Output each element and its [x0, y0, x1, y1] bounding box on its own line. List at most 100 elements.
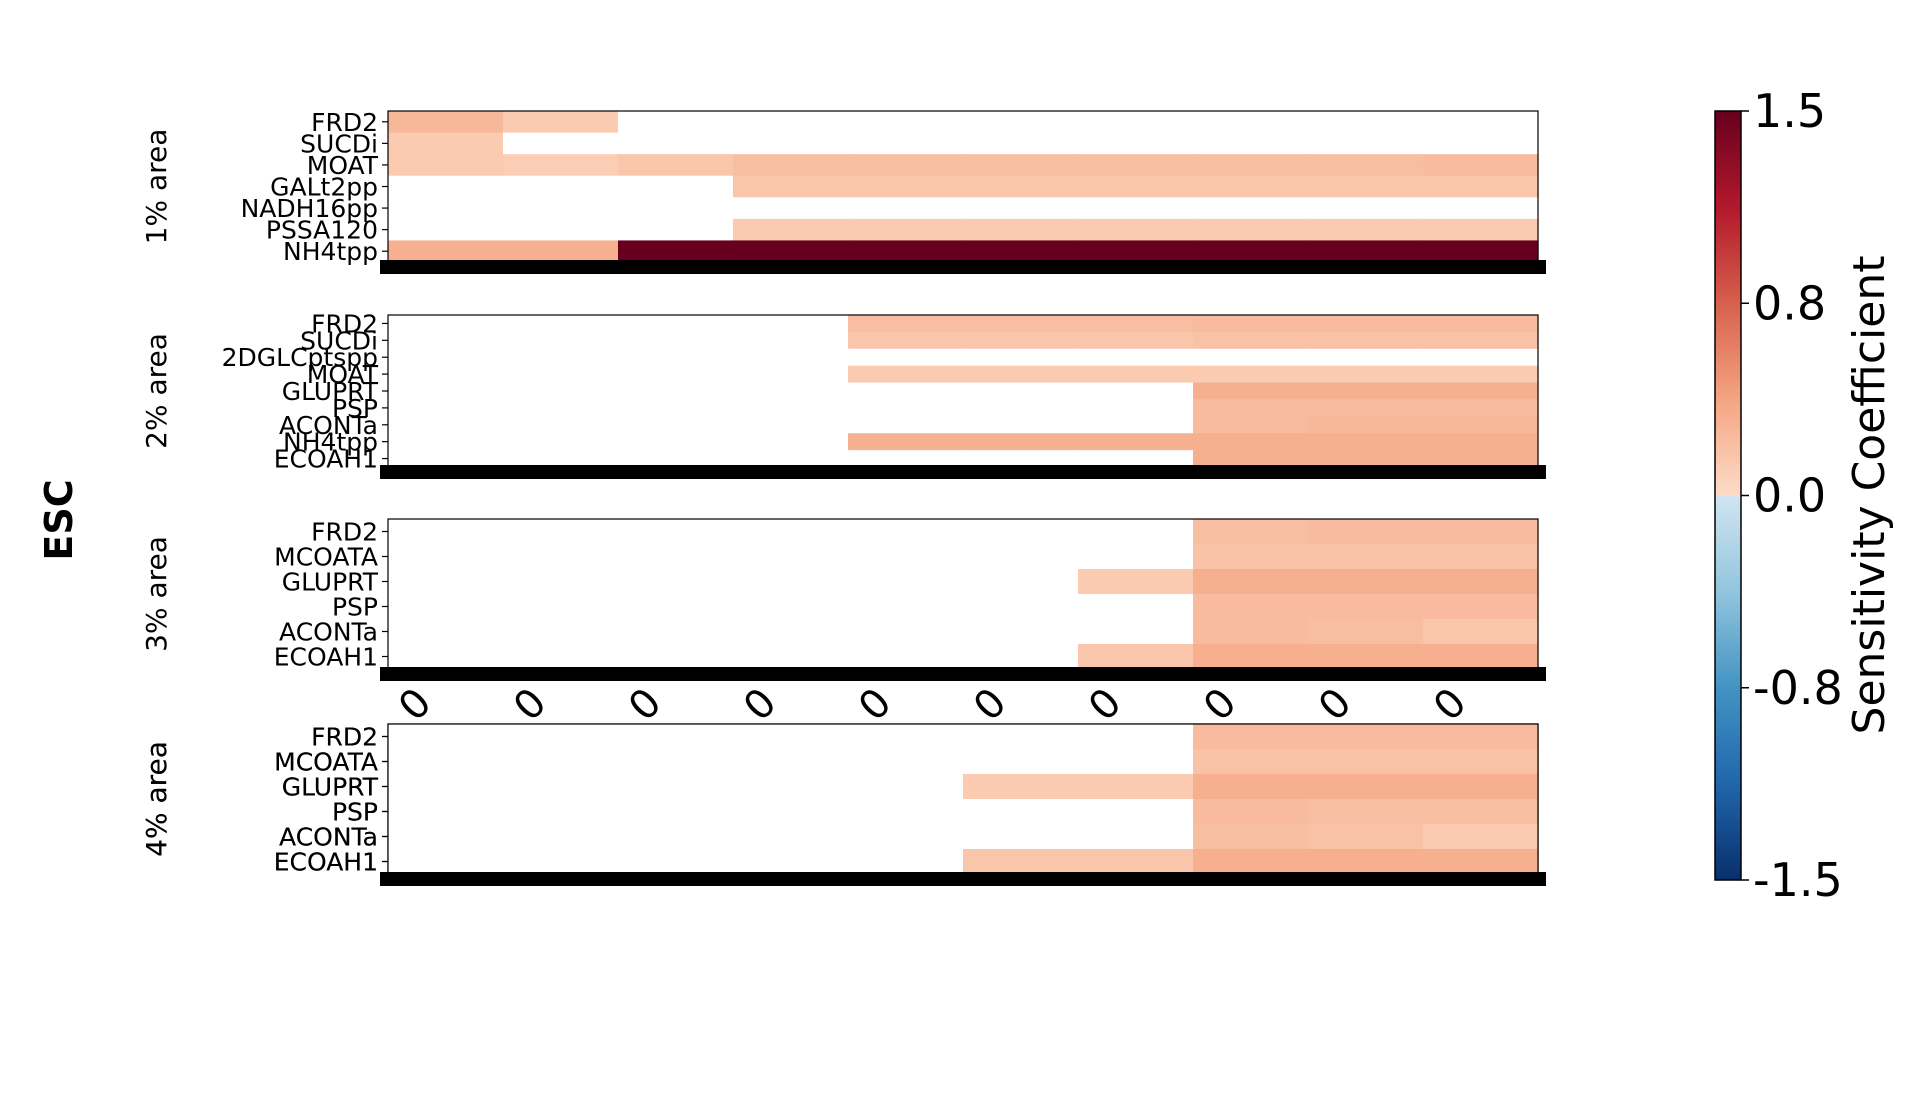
heatmap-cell: [618, 569, 734, 595]
heatmap-cell: [388, 132, 504, 155]
heatmap-cell: [618, 197, 734, 220]
heatmap-cell: [618, 416, 734, 434]
heatmap-cell: [1308, 799, 1424, 825]
y-tick-label: GLUPRT: [282, 773, 379, 802]
heatmap-cell: [388, 399, 504, 417]
heatmap-cell: [1193, 348, 1309, 367]
heatmap-cell: [733, 433, 849, 451]
heatmap-cell: [1193, 644, 1309, 670]
y-tick-label: PSSA120: [266, 216, 378, 245]
heatmap-cell: [733, 348, 849, 367]
heatmap-cell: [1193, 111, 1309, 134]
heatmap-cell: [503, 433, 619, 451]
heatmap-cell: [848, 197, 964, 220]
y-tick-label: GLUPRT: [282, 568, 379, 597]
heatmap-cell: [503, 348, 619, 367]
heatmap-cell: [1193, 175, 1309, 198]
heatmap-cell: [848, 519, 964, 545]
heatmap-cell: [388, 218, 504, 242]
heatmap-cell: [503, 824, 619, 850]
heatmap-cell: [848, 111, 964, 134]
heatmap-cell: [1193, 218, 1309, 242]
x-tick-label: 0: [390, 680, 441, 731]
heatmap-cell: [503, 240, 619, 263]
heatmap-cell: [848, 399, 964, 417]
y-tick-label: ECOAH1: [274, 445, 378, 474]
panel-bottom-bar: [380, 667, 1546, 681]
heatmap-cell: [503, 450, 619, 468]
heatmap-cell: [503, 594, 619, 620]
heatmap-cell: [733, 382, 849, 401]
heatmap-cell: [1308, 433, 1424, 451]
heatmap-cell: [1308, 111, 1424, 134]
heatmap-cell: [733, 644, 849, 670]
heatmap-cell: [1193, 197, 1309, 220]
heatmap-cell: [1308, 569, 1424, 595]
heatmap-cell: [733, 132, 849, 155]
heatmap-cell: [503, 154, 619, 177]
heatmap-cell: [618, 382, 734, 401]
heatmap-cell: [503, 331, 619, 350]
heatmap-cell: [1193, 315, 1309, 333]
heatmap-cell: [618, 724, 734, 750]
heatmap-cell: [1308, 724, 1424, 750]
heatmap-cell: [1423, 824, 1539, 850]
y-tick-label: MCOATA: [274, 543, 378, 572]
heatmap-cell: [1193, 544, 1309, 570]
heatmap-cell: [733, 544, 849, 570]
heatmap-cell: [503, 799, 619, 825]
heatmap-cell: [733, 154, 849, 177]
heatmap-cell: [1078, 132, 1194, 155]
heatmap-cell: [963, 824, 1079, 850]
y-tick-label: ACONTa: [279, 823, 378, 852]
heatmap-cell: [1078, 154, 1194, 177]
y-tick-label: MOAT: [307, 360, 379, 389]
heatmap-cell: [963, 154, 1079, 177]
heatmap-cell: [848, 331, 964, 350]
heatmap-cell: [618, 331, 734, 350]
heatmap-cell: [1308, 399, 1424, 417]
x-tick-label: 0: [505, 680, 556, 731]
heatmap-cell: [1078, 218, 1194, 242]
heatmap-cell: [1423, 799, 1539, 825]
heatmap-cell: [1423, 544, 1539, 570]
heatmap-cell: [1308, 154, 1424, 177]
heatmap-cell: [1193, 849, 1309, 875]
heatmap-cell: [733, 749, 849, 775]
heatmap-cell: [1308, 849, 1424, 875]
heatmap-cell: [1193, 519, 1309, 545]
heatmap-cell: [503, 619, 619, 645]
heatmap-cell: [1078, 799, 1194, 825]
heatmap-cell: [618, 240, 734, 263]
y-tick-label: PSP: [332, 593, 378, 622]
heatmap-cell: [388, 749, 504, 775]
heatmap-cell: [1193, 382, 1309, 401]
heatmap-cell: [1078, 175, 1194, 198]
heatmap-cell: [848, 348, 964, 367]
heatmap-cell: [503, 197, 619, 220]
heatmap-cell: [848, 569, 964, 595]
heatmap-cell: [1078, 824, 1194, 850]
y-tick-label: ACONTa: [279, 823, 378, 852]
heatmap-cell: [388, 331, 504, 350]
heatmap-cell: [503, 569, 619, 595]
heatmap-cell: [1308, 644, 1424, 670]
heatmap-cell: [848, 175, 964, 198]
heatmap-cell: [618, 619, 734, 645]
heatmap-cell: [1308, 594, 1424, 620]
heatmap-cell: [388, 849, 504, 875]
heatmap-cell: [1193, 774, 1309, 800]
heatmap-cell: [1423, 399, 1539, 417]
heatmap-cell: [388, 544, 504, 570]
row-title: ESC: [37, 479, 81, 560]
heatmap-cell: [1193, 154, 1309, 177]
heatmap-cell: [1078, 416, 1194, 434]
heatmap-cell: [1423, 315, 1539, 333]
heatmap-cell: [1308, 218, 1424, 242]
heatmap-cell: [618, 315, 734, 333]
heatmap-cell: [618, 799, 734, 825]
y-tick-label: ECOAH1: [274, 848, 378, 877]
heatmap-cell: [733, 619, 849, 645]
heatmap-cell: [1193, 433, 1309, 451]
heatmap-cell: [1193, 724, 1309, 750]
